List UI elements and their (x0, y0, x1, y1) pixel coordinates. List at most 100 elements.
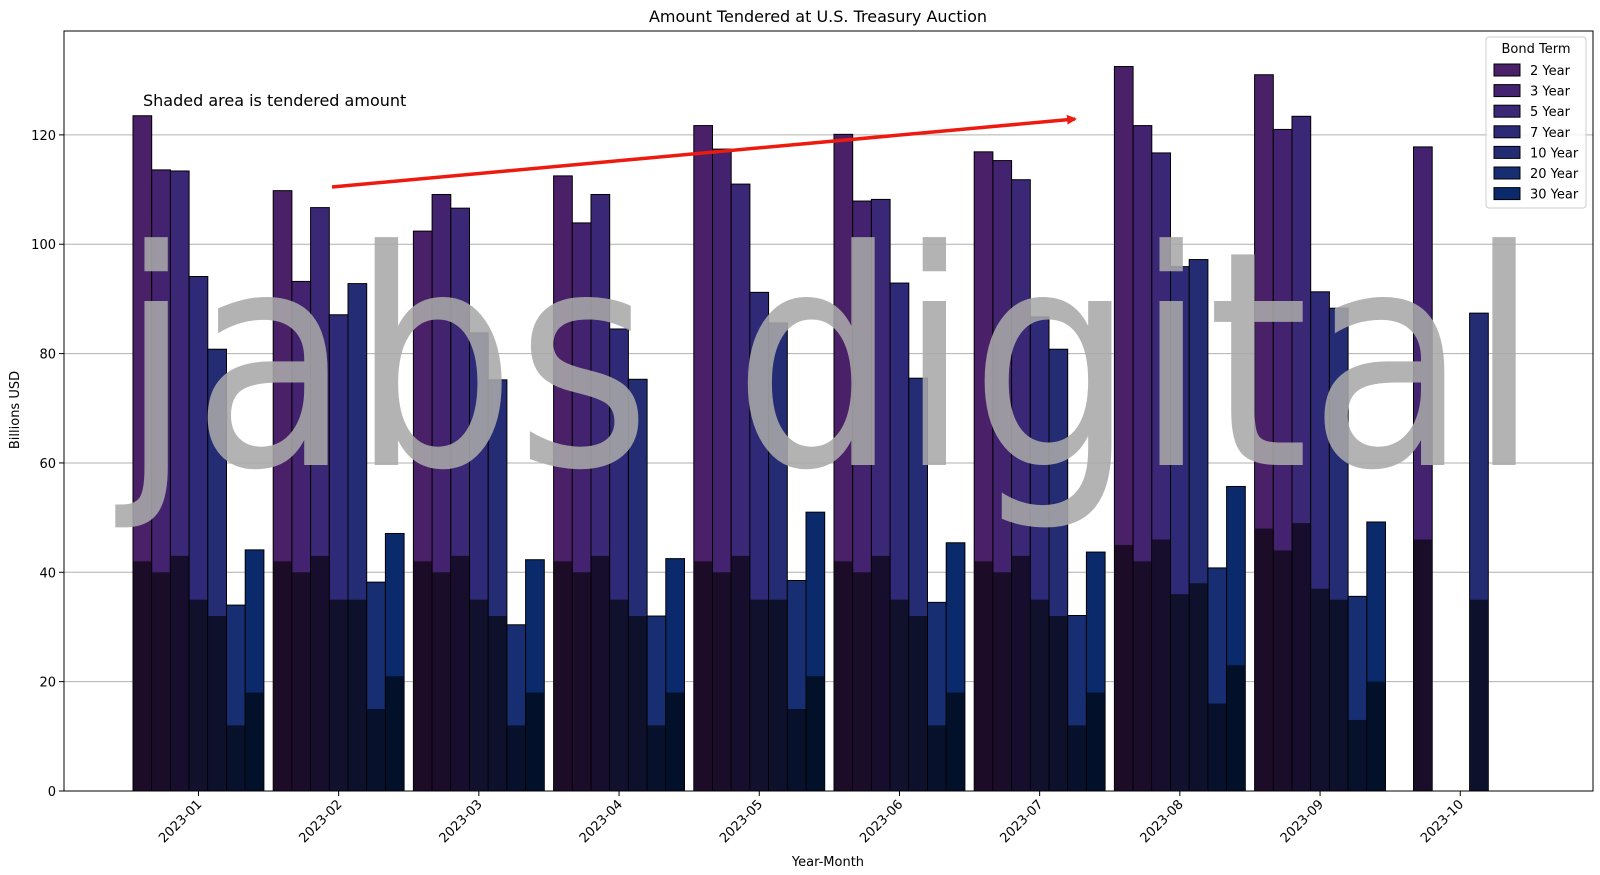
bar-accepted (974, 561, 993, 791)
bar-accepted (554, 561, 572, 791)
bar-accepted (526, 692, 544, 791)
x-tick-label: 2023-09 (1278, 797, 1327, 846)
bar-accepted (993, 572, 1012, 791)
bar-accepted (750, 599, 769, 791)
bar-accepted (1329, 599, 1348, 791)
bar-accepted (1311, 588, 1329, 791)
x-axis-label: Year-Month (791, 855, 864, 870)
y-tick-label: 60 (39, 457, 56, 472)
legend-swatch (1493, 104, 1521, 118)
bar-accepted (1171, 594, 1189, 791)
y-tick-label: 120 (31, 129, 56, 144)
x-tick-label: 2023-06 (857, 797, 906, 846)
bars (132, 66, 1526, 792)
bar-accepted (909, 616, 927, 791)
x-tick-label: 2023-01 (156, 797, 205, 846)
bar-accepted (227, 725, 245, 791)
legend-swatch (1493, 84, 1521, 98)
bar-accepted (1189, 583, 1208, 791)
bar-accepted (853, 572, 871, 791)
bar-accepted (1012, 555, 1030, 791)
legend-swatch (1493, 145, 1521, 159)
bar-accepted (133, 561, 152, 791)
bar-accepted (1208, 703, 1227, 791)
bar-accepted (1030, 599, 1049, 791)
bar-accepted (385, 676, 404, 791)
legend-title: Bond Term (1501, 42, 1570, 57)
bar-accepted (1273, 550, 1292, 791)
bar-accepted (1367, 681, 1385, 791)
legend-label: 3 Year (1530, 85, 1571, 100)
chart-title: Amount Tendered at U.S. Treasury Auction (649, 7, 987, 26)
legend-label: 30 Year (1530, 188, 1579, 203)
legend-label: 2 Year (1530, 64, 1571, 79)
trend-arrow (331, 114, 1077, 189)
legend-label: 7 Year (1530, 126, 1571, 141)
bar-accepted (1152, 539, 1170, 791)
bar-accepted (610, 599, 628, 791)
legend-swatch (1493, 63, 1521, 77)
bar-accepted (1227, 665, 1245, 791)
legend-label: 10 Year (1530, 146, 1579, 161)
bar-accepted (628, 616, 647, 791)
x-tick-label: 2023-08 (1138, 797, 1187, 846)
bar-accepted (834, 561, 853, 791)
bar-accepted (273, 561, 292, 791)
x-tick-label: 2023-10 (1418, 797, 1467, 846)
legend-box (1485, 36, 1587, 209)
bar-accepted (470, 599, 488, 791)
y-axis: 0 20 40 60 80 100 120 (31, 129, 64, 800)
legend-swatch (1493, 125, 1521, 139)
bar-accepted (1255, 528, 1273, 791)
legend-swatch (1493, 166, 1521, 180)
watermark: jabs digital (112, 187, 1540, 536)
x-tick-label: 2023-02 (296, 797, 345, 846)
bar-accepted (507, 725, 526, 791)
x-tick-label: 2023-05 (717, 797, 766, 846)
y-tick-label: 100 (31, 238, 56, 253)
x-axis: 2023-01 2023-02 2023-03 2023-04 2023-05 2023-… (156, 791, 1467, 846)
bar-accepted (488, 616, 507, 791)
bar-accepted (769, 599, 787, 791)
bar-accepted (731, 555, 750, 791)
bar-accepted (329, 599, 348, 791)
bar-accepted (928, 725, 946, 791)
bar-accepted (1086, 692, 1105, 791)
y-tick-label: 40 (39, 566, 56, 581)
bar-accepted (666, 692, 684, 791)
bar-accepted (572, 572, 591, 791)
bar-accepted (787, 708, 806, 791)
bar-accepted (1114, 544, 1133, 791)
bar-accepted (806, 676, 825, 791)
bar-accepted (208, 616, 226, 791)
bar-accepted (451, 555, 469, 791)
bar-accepted (713, 572, 731, 791)
bar-accepted (647, 725, 666, 791)
bar-accepted (367, 708, 385, 791)
bar-accepted (591, 555, 610, 791)
bar-accepted (170, 555, 189, 791)
bar-accepted (694, 561, 712, 791)
x-tick-label: 2023-07 (997, 797, 1046, 846)
legend-swatch (1493, 187, 1521, 201)
bar-accepted (1414, 539, 1432, 791)
bar-accepted (348, 599, 367, 791)
bar-accepted (311, 555, 329, 791)
legend-label: 5 Year (1530, 105, 1571, 120)
legend-label: 20 Year (1530, 167, 1579, 182)
bar-accepted (413, 561, 432, 791)
x-tick-label: 2023-04 (577, 797, 626, 846)
bar-accepted (1470, 599, 1488, 791)
bar-accepted (292, 572, 311, 791)
plot-frame (63, 30, 1594, 792)
y-tick-label: 20 (39, 676, 56, 691)
bar-accepted (152, 572, 170, 791)
bar-accepted (871, 555, 890, 791)
y-tick-label: 0 (48, 785, 56, 800)
bar-accepted (1348, 719, 1367, 791)
legend: Bond Term 2 Year 3 Year 5 Year 7 Year 10 Yea… (1485, 36, 1587, 209)
y-tick-label: 80 (39, 348, 56, 363)
bar-accepted (1068, 725, 1086, 791)
annotation-text: Shaded area is tendered amount (143, 91, 406, 110)
